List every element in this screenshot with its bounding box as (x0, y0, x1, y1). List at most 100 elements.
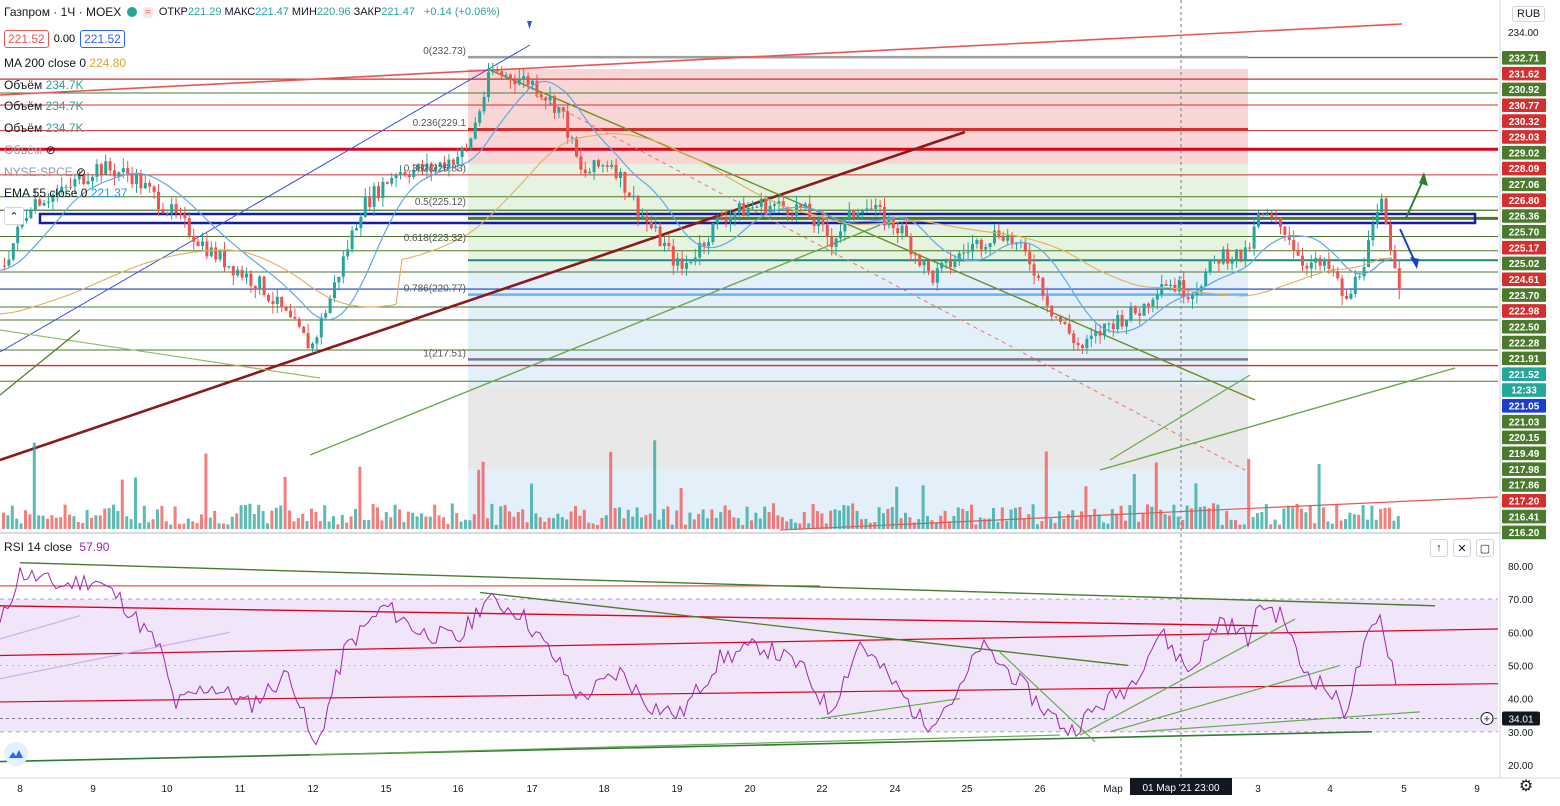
trend-line[interactable] (534, 94, 1246, 471)
indicator-label: Объём (4, 99, 43, 114)
gear-icon[interactable]: ⚙ (1518, 778, 1534, 795)
indicator-row[interactable]: Объём ⊘ (4, 143, 56, 157)
trend-line[interactable] (0, 44, 531, 353)
candle-body (575, 137, 578, 157)
volume-bar (798, 523, 802, 529)
volume-bar (1005, 520, 1009, 529)
rsi-trend-line[interactable] (309, 734, 1061, 756)
volume-bar (996, 522, 1000, 529)
rsi-trend-line[interactable] (0, 628, 1499, 657)
volume-bar (596, 524, 599, 529)
close-pane-button[interactable]: ✕ (1453, 539, 1471, 557)
candle-body (847, 210, 851, 219)
volume-bar (138, 523, 142, 529)
candle-body (768, 205, 772, 214)
price-badge-label: 12:33 (1511, 386, 1537, 397)
symbol-title[interactable]: Газпром · 1Ч · MOEX (4, 5, 122, 19)
collapse-legend-button[interactable]: ⌃ (4, 207, 24, 225)
volume-bar (895, 486, 899, 529)
trend-line[interactable] (0, 23, 1403, 96)
indicator-row[interactable]: NYSE:SPCE ⊘ (4, 165, 86, 179)
currency-label[interactable]: RUB (1512, 6, 1546, 22)
bid-price[interactable]: 221.52 (4, 30, 49, 48)
rsi-trend-line[interactable] (819, 698, 961, 720)
candle-body (1261, 213, 1265, 215)
indicator-label: NYSE:SPCE (4, 164, 73, 179)
volume-bar (1124, 520, 1127, 529)
price-badge (1502, 209, 1546, 223)
candle-body (729, 216, 732, 222)
trend-line[interactable] (309, 224, 881, 456)
volume-bar (1247, 458, 1251, 529)
indicator-row[interactable]: Объём 234.7K (4, 121, 84, 135)
fib-label: 0.5(225.12) (415, 197, 466, 208)
maximize-icon: ▢ (1479, 542, 1491, 555)
volume-bar (446, 523, 450, 529)
resistance-rectangle[interactable] (38, 212, 1477, 225)
rsi-trend-line[interactable] (0, 605, 1259, 627)
candle-body (1081, 345, 1084, 349)
trend-line[interactable] (1109, 374, 1251, 461)
candle-body (693, 257, 697, 262)
rsi-trend-line[interactable] (999, 651, 1096, 743)
volume-bar (992, 508, 995, 529)
price-badge (1502, 478, 1546, 492)
flag-icon[interactable]: ≈ (143, 6, 153, 18)
rsi-trend-line[interactable] (0, 683, 1499, 703)
rsi-trend-line[interactable] (0, 615, 81, 640)
volume-bar (142, 505, 146, 529)
volume-bar (2, 512, 5, 529)
chevron-up-icon: ⌃ (9, 210, 19, 223)
ema-55-line (0, 80, 1393, 333)
rsi-trend-line[interactable] (1139, 711, 1421, 733)
indicator-row[interactable]: Объём 234.7K (4, 78, 84, 92)
volume-bar (648, 513, 652, 529)
rsi-trend-line[interactable] (479, 591, 1129, 667)
candle-body (469, 138, 473, 149)
rsi-trend-line[interactable] (19, 561, 1436, 607)
rsi-label[interactable]: RSI 14 close (4, 540, 73, 554)
candle-body (790, 214, 794, 217)
rsi-value: 57.90 (79, 540, 110, 554)
volume-bar (6, 515, 10, 529)
eye-hidden-icon[interactable]: ⊘ (72, 164, 87, 179)
rsi-trend-line[interactable] (0, 631, 231, 680)
volume-bar (1251, 516, 1255, 529)
candle-body (179, 212, 182, 214)
rsi-tick: 50.00 (1508, 661, 1533, 672)
add-plus-icon[interactable] (1480, 711, 1494, 725)
tradingview-logo-icon[interactable] (4, 742, 28, 766)
candle-body (1279, 218, 1282, 227)
maximize-pane-button[interactable]: ▢ (1476, 539, 1494, 557)
rsi-trend-line[interactable] (0, 730, 1373, 763)
indicator-row[interactable]: Объём 234.7K (4, 99, 84, 113)
trend-line[interactable] (489, 69, 1256, 401)
ask-price[interactable]: 221.52 (80, 30, 125, 48)
rsi-trend-line[interactable] (1079, 618, 1296, 736)
volume-bar (345, 522, 349, 529)
volume-bar (776, 515, 780, 529)
rsi-trend-line[interactable] (1109, 664, 1341, 733)
candle-body (108, 161, 112, 171)
volume-bar (389, 517, 393, 529)
move-pane-up-button[interactable]: ↑ (1430, 539, 1448, 557)
candle-body (799, 204, 803, 208)
volume-bar (310, 508, 313, 529)
trend-line[interactable] (0, 130, 966, 462)
indicator-row[interactable]: MA 200 close 0 224.80 (4, 56, 126, 70)
indicator-row[interactable]: EMA 55 close 0 221.37 (4, 186, 127, 200)
trend-line[interactable] (0, 329, 321, 379)
candle-body (143, 182, 147, 189)
rsi-crosshair-label: 34.01 (1508, 714, 1533, 725)
time-label: 10 (161, 784, 173, 795)
volume-bar (10, 505, 14, 529)
volume-bar (116, 510, 120, 529)
candle-body (412, 169, 416, 178)
trend-line[interactable] (0, 329, 81, 396)
volume-bar (1009, 509, 1013, 529)
candle-body (249, 273, 253, 286)
eye-hidden-icon[interactable]: ⊘ (42, 142, 56, 157)
candle-body (275, 296, 279, 305)
trend-line[interactable] (1099, 367, 1456, 471)
